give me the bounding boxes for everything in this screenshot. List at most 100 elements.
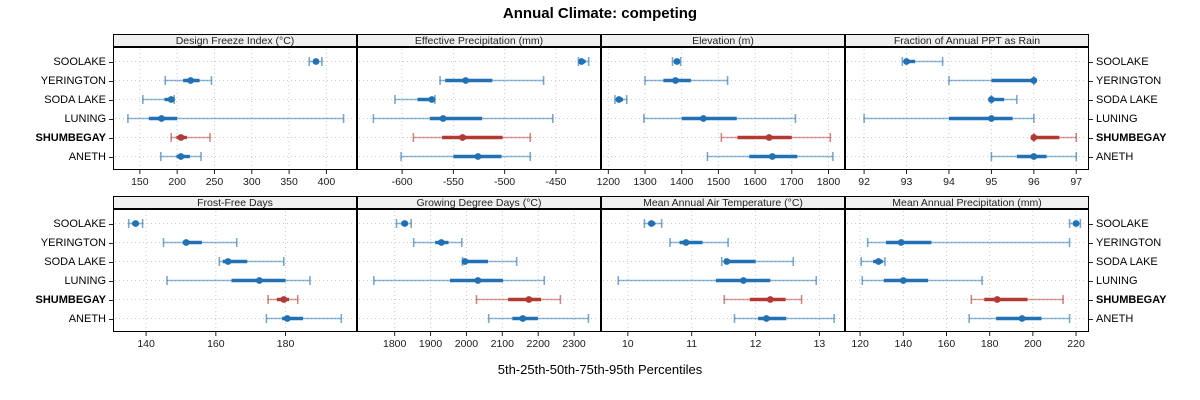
median-dot [132,220,140,227]
site-label-left: SOOLAKE [53,217,106,230]
median-dot [312,58,320,65]
row-tick [1089,118,1093,120]
axis-tick-label: 2200 [526,338,550,350]
row-tick [1089,80,1093,82]
interval-yerington [162,238,238,247]
interval-soda-lake [720,257,795,266]
panel-strip: Frost-Free Days [113,196,357,209]
interval-luning [863,114,1035,123]
interval-yerington [644,76,729,85]
interval-soolake [671,57,682,66]
row-tick [109,80,113,82]
panel-border [601,209,845,332]
row-tick [109,242,113,244]
row-tick [1089,280,1093,282]
median-dot [988,115,995,122]
site-label-right: SHUMBEGAY [1096,293,1167,306]
axis-tick-label: 11 [686,338,698,350]
row-tick [1089,299,1093,301]
median-dot [182,239,190,246]
panel-strip: Effective Precipitation (mm) [357,34,601,47]
median-dot [437,239,445,246]
row-tick [109,261,113,263]
axis-tick-label: 180 [980,338,999,350]
median-dot [672,77,679,84]
axis-tick-label: 94 [943,176,955,188]
row-tick [1089,242,1093,244]
median-dot [256,277,263,284]
interval-luning [127,114,345,123]
row-tick [109,137,113,139]
axis-tick-label: 10 [621,338,634,350]
interval-luning [373,276,546,285]
axis-tick-label: 92 [858,176,870,188]
interval-soolake [308,57,323,66]
axis-tick-label: 1800 [816,176,841,188]
row-tick [109,318,113,320]
panel-axis: 1200 1300 1400 1500 1600 1700 1800 [597,170,845,190]
site-label-left: LUNING [64,274,106,287]
axis-caption: 5th-25th-50th-75th-95th Percentiles [497,362,703,377]
panel-strip: Fraction of Annual PPT as Rain [845,34,1089,47]
interval-soolake [127,219,144,228]
axis-tick-label: -450 [545,176,567,188]
site-label-right: ANETH [1096,312,1134,325]
panel-plot [113,47,357,170]
axis-tick-label: 1600 [743,176,767,188]
panel-axis: 92 93 94 95 96 97 [845,170,1089,190]
median-dot [459,134,466,141]
median-dot [648,220,655,227]
site-label-right: LUNING [1096,274,1138,287]
axis-tick-label: 13 [813,338,826,350]
interval-aneth [733,314,835,323]
row-tick [1089,223,1093,225]
median-dot [462,77,470,84]
panel-axis: 140 160 180 [113,332,357,352]
axis-tick-label: 2300 [562,338,586,350]
interval-shumbegay [412,133,532,142]
row-tick [109,223,113,225]
median-dot [474,153,482,160]
panel-border [113,47,357,170]
axis-tick-label: 140 [137,338,155,350]
interval-yerington [866,238,1071,247]
axis-tick-label: -500 [494,176,516,188]
axis-tick-label: 120 [851,338,869,350]
median-dot [177,134,185,141]
panel-axis: 150 200 250 300 350 400 [113,170,357,190]
median-dot [439,115,447,122]
median-dot [224,258,232,265]
median-dot [723,258,731,265]
interval-yerington [439,76,545,85]
site-label-right: SOOLAKE [1096,55,1149,68]
site-label-right: SOOLAKE [1096,217,1149,230]
median-dot [519,315,527,322]
site-label-left: LUNING [64,112,106,125]
median-dot [897,239,905,246]
site-label-left: SHUMBEGAY [35,131,107,144]
interval-shumbegay [170,133,211,142]
panel-border [845,209,1089,332]
row-tick [1089,61,1093,63]
site-label-right: YERINGTON [1096,236,1162,249]
interval-shumbegay [723,295,803,304]
chart-title: Annual Climate: competing [502,5,698,22]
axis-tick-label: 95 [985,176,998,188]
interval-soda-lake [394,95,436,104]
interval-yerington [164,76,213,85]
axis-tick-label: 93 [900,176,913,188]
panel-plot [601,47,845,170]
axis-tick-label: 2100 [490,338,514,350]
panel-border [601,47,845,170]
median-dot [765,134,773,141]
interval-soolake [643,219,663,228]
row-tick [1089,137,1093,139]
panel-strip: Growing Degree Days (°C) [357,196,601,209]
axis-tick-label: 220 [1067,338,1085,350]
row-tick [1089,156,1093,158]
axis-tick-label: 12 [749,338,762,350]
interval-aneth [487,314,590,323]
axis-tick-label: 300 [243,176,261,188]
interval-aneth [265,314,343,323]
